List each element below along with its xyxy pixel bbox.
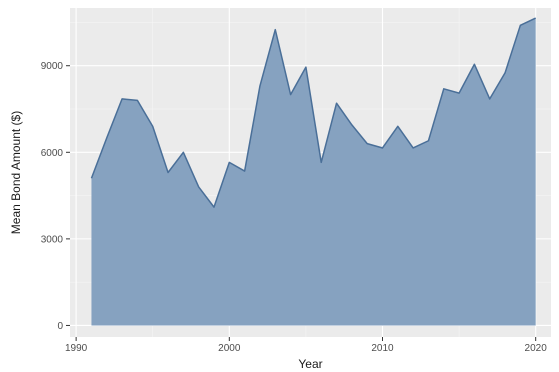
x-tick-label: 2010 [371,343,394,354]
x-tick-label: 1990 [65,343,88,354]
area-line [90,17,536,208]
y-tick-label: 3000 [41,234,64,245]
y-tick-label: 9000 [41,61,64,72]
x-tick-label: 2020 [525,343,548,354]
x-tick-label: 2000 [218,343,241,354]
y-tick-label: 6000 [41,148,64,159]
tick-labels-layer: 1990 2000 2010 2020 0 3000 6000 9000 [41,61,547,354]
area-fill [91,18,536,326]
y-axis-title: Mean Bond Amount ($) [9,111,23,234]
series-layer [90,17,536,326]
axis-ticks-layer [66,65,537,341]
y-tick-label: 0 [57,321,63,332]
x-axis-title: Year [298,357,322,371]
